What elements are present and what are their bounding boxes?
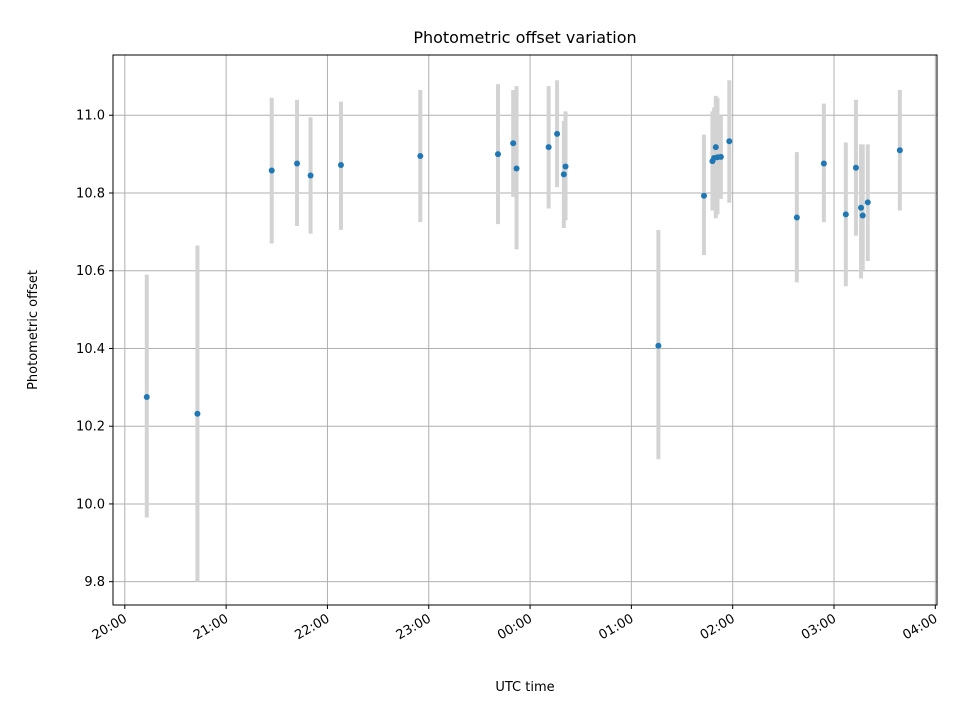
data-point — [842, 211, 849, 218]
y-axis-label: Photometric offset — [26, 270, 41, 390]
data-point — [510, 140, 517, 147]
data-point — [545, 144, 552, 151]
data-point — [896, 147, 903, 154]
data-point — [852, 164, 859, 171]
data-point — [655, 342, 662, 349]
data-point — [417, 153, 424, 160]
y-tick-label: 10.6 — [76, 264, 105, 279]
data-point — [793, 214, 800, 221]
axes-frame — [112, 54, 938, 606]
data-point — [859, 212, 866, 219]
grid-layer — [113, 55, 937, 605]
data-point — [268, 167, 275, 174]
data-point — [820, 160, 827, 167]
y-tick-label: 10.2 — [76, 420, 105, 435]
data-point — [294, 160, 301, 167]
data-point — [858, 204, 865, 211]
data-point — [513, 165, 520, 172]
data-point — [337, 162, 344, 168]
y-tick-label: 10.4 — [76, 342, 105, 357]
y-tick-label: 10.8 — [76, 186, 105, 201]
data-point — [712, 144, 719, 151]
data-point — [864, 199, 871, 206]
data-point — [726, 138, 733, 145]
y-tick-label: 10.0 — [76, 497, 105, 512]
data-point — [717, 153, 724, 160]
y-tick-label: 11.0 — [76, 109, 105, 124]
data-point — [562, 163, 569, 170]
y-tick-label: 9.8 — [84, 575, 105, 590]
x-axis-label: UTC time — [495, 680, 554, 695]
data-point — [494, 151, 501, 158]
data-point — [194, 410, 201, 417]
data-point — [560, 171, 567, 178]
data-point — [307, 172, 314, 179]
data-point — [700, 192, 707, 199]
chart-title: Photometric offset variation — [413, 28, 636, 47]
data-point — [554, 130, 561, 137]
point-layer — [143, 130, 903, 417]
data-point — [143, 394, 150, 401]
